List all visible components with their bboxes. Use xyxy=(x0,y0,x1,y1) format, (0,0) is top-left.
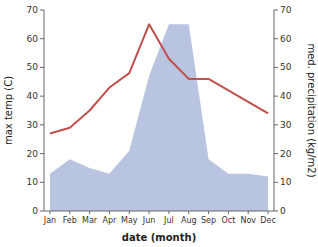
y-tick-label: 50 xyxy=(27,62,39,72)
y-tick-label: 0 xyxy=(32,206,38,216)
area xyxy=(50,24,268,211)
x-tick xyxy=(89,211,90,214)
x-tick xyxy=(49,211,50,214)
x-tick-label: Aug xyxy=(181,216,197,225)
y-tick xyxy=(40,10,44,11)
y2-tick xyxy=(274,67,278,68)
x-tick-label: Apr xyxy=(103,216,118,225)
x-tick xyxy=(208,211,209,214)
y-tick-label: 10 xyxy=(27,177,39,187)
line xyxy=(50,24,268,133)
x-tick xyxy=(168,211,169,214)
y-tick xyxy=(40,67,44,68)
y2-tick xyxy=(274,96,278,97)
y2-tick-label: 50 xyxy=(280,62,292,72)
x-tick-label: Jun xyxy=(142,216,156,225)
y2-tick-label: 0 xyxy=(280,206,286,216)
y2-tick-label: 10 xyxy=(280,177,292,187)
x-axis-title: date (month) xyxy=(122,232,196,243)
x-tick-label: Oct xyxy=(221,216,235,225)
y-tick-label: 40 xyxy=(27,91,39,101)
y2-tick-label: 20 xyxy=(280,149,292,159)
y-tick-label: 20 xyxy=(27,149,39,159)
x-tick-label: Dec xyxy=(260,216,275,225)
y-tick xyxy=(40,153,44,154)
chart-container: 0 10 20 30 40 50 60 70 0 10 20 30 40 50 60 70 Jan Feb Mar A… xyxy=(0,0,318,247)
x-tick xyxy=(129,211,130,214)
y-tick xyxy=(40,96,44,97)
y-tick xyxy=(40,38,44,39)
x-axis-line xyxy=(44,211,274,212)
y2-tick xyxy=(274,153,278,154)
y-tick xyxy=(40,124,44,125)
x-tick xyxy=(188,211,189,214)
y2-tick-label: 60 xyxy=(280,34,292,44)
x-tick xyxy=(109,211,110,214)
y-axis-line xyxy=(44,10,45,211)
y-axis-title: max temp (C) xyxy=(3,76,14,145)
plot-area xyxy=(50,24,268,211)
x-tick-label: Jul xyxy=(163,216,174,225)
y-tick-label: 60 xyxy=(27,34,39,44)
y2-tick-label: 70 xyxy=(280,5,292,15)
y2-axis-title: med. precipitation (kg/m2) xyxy=(306,43,317,177)
y-tick-label: 30 xyxy=(27,120,39,130)
x-tick xyxy=(268,211,269,214)
y2-tick xyxy=(274,38,278,39)
y2-tick xyxy=(274,211,278,212)
x-tick xyxy=(69,211,70,214)
y-tick xyxy=(40,211,44,212)
x-tick-label: May xyxy=(121,216,138,225)
y2-tick xyxy=(274,182,278,183)
x-tick-label: Sep xyxy=(201,216,216,225)
y-tick-label: 70 xyxy=(27,5,39,15)
x-tick-label: Nov xyxy=(240,216,256,225)
y2-tick-label: 40 xyxy=(280,91,292,101)
x-tick-label: Feb xyxy=(63,216,77,225)
x-tick-label: Mar xyxy=(82,216,98,225)
x-tick xyxy=(248,211,249,214)
y2-tick-label: 30 xyxy=(280,120,292,130)
x-tick-label: Jan xyxy=(43,216,56,225)
x-tick xyxy=(149,211,150,214)
y-tick xyxy=(40,182,44,183)
x-tick xyxy=(228,211,229,214)
y2-tick xyxy=(274,124,278,125)
y2-axis-line xyxy=(274,10,275,211)
y2-tick xyxy=(274,10,278,11)
chart: 0 10 20 30 40 50 60 70 0 10 20 30 40 50 60 70 Jan Feb Mar A… xyxy=(0,0,318,247)
